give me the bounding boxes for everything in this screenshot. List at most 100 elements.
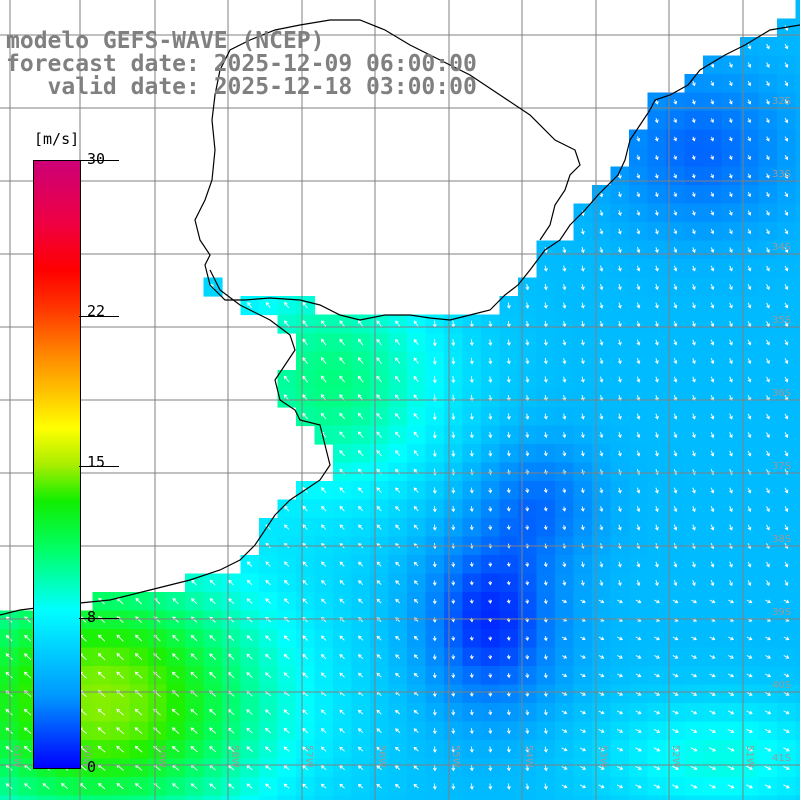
wind-cell [795,758,800,778]
lat-label: 38S [772,534,791,545]
wind-arrow [692,506,696,513]
wind-arrow [488,450,493,457]
wind-arrow [134,653,143,661]
wind-arrow [599,357,604,365]
valid-date: valid date: 2025-12-18 03:00:00 [6,74,477,100]
wind-arrow [562,524,567,531]
wind-arrow [339,709,345,715]
wind-arrow [506,580,511,586]
legend-tick-line [79,618,119,619]
wind-arrow [134,783,143,790]
wind-arrow [728,136,733,142]
wind-arrow [672,747,679,752]
wind-cell [795,795,800,800]
legend-unit: [m/s] [34,130,80,148]
wind-cell [629,795,649,800]
wind-arrow [543,506,548,512]
wind-arrow [358,524,364,530]
wind-cell [518,795,538,800]
wind-arrow [599,339,604,346]
lon-label: 61W [11,745,22,768]
wind-arrow [506,376,511,383]
wind-cell [795,592,800,612]
wind-arrow [710,210,715,216]
wind-arrow [283,727,290,734]
wind-arrow [190,746,198,753]
wind-arrow [692,358,696,365]
wind-arrow [784,247,789,253]
wind-arrow [469,562,474,568]
wind-arrow [561,673,568,678]
wind-arrow [617,636,623,641]
wind-arrow [376,783,382,789]
wind-arrow [395,505,401,512]
wind-arrow [339,561,345,567]
wind-arrow [747,487,752,494]
wind-arrow [710,506,715,513]
wind-arrow [413,450,419,456]
lat-label: 37S [772,461,791,472]
wind-arrow [302,505,308,512]
wind-arrow [376,505,382,512]
wind-arrow [729,62,733,68]
wind-arrow [710,450,715,457]
wind-arrow [784,284,789,290]
wind-arrow [784,117,789,124]
wind-arrow [784,376,789,383]
wind-arrow [616,765,624,770]
wind-arrow [413,728,419,733]
wind-arrow [691,599,697,604]
wind-arrow [134,708,143,716]
wind-arrow [728,80,733,87]
wind-arrow [562,302,567,309]
wind-arrow [413,357,419,364]
wind-arrow [469,765,474,772]
wind-arrow [691,80,696,87]
wind-arrow [562,506,567,512]
wind-arrow [264,746,272,752]
wind-arrow [209,579,216,586]
lat-label: 32S [772,96,791,107]
wind-arrow [766,80,770,87]
wind-arrow [302,301,308,309]
wind-arrow [357,654,364,660]
wind-arrow [747,173,752,179]
wind-arrow [691,192,696,198]
wind-arrow [525,413,530,420]
legend-tick-8: 8 [87,608,97,626]
wind-arrow [320,617,327,623]
lon-label: 60W [81,745,92,768]
wind-arrow [580,655,586,659]
wind-arrow [561,747,568,752]
wind-arrow [579,747,587,752]
wind-arrow [746,636,753,641]
wind-cell [555,795,575,800]
wind-arrow [432,357,437,365]
wind-arrow [653,728,661,733]
wind-cell [129,795,149,800]
wind-cell [795,555,800,575]
wind-cell [148,795,168,800]
wind-cell [795,481,800,501]
wind-arrow [747,99,752,105]
wind-cell [277,795,297,800]
legend-tick-line [79,466,119,467]
wind-arrow [247,302,253,309]
wind-arrow [710,339,715,346]
wind-arrow [469,413,474,421]
wind-arrow [23,653,32,661]
wind-arrow [413,598,419,604]
wind-arrow [506,487,511,494]
wind-arrow [451,506,456,513]
lon-label: 53W [597,745,608,768]
wind-arrow [339,672,345,678]
wind-arrow [728,99,733,105]
wind-arrow [358,505,364,512]
wind-arrow [488,728,493,735]
wind-arrow [506,562,511,568]
wind-arrow [673,247,678,253]
wind-arrow [525,525,530,531]
wind-arrow [617,524,622,531]
wind-arrow [525,765,530,772]
wind-arrow [729,432,733,439]
